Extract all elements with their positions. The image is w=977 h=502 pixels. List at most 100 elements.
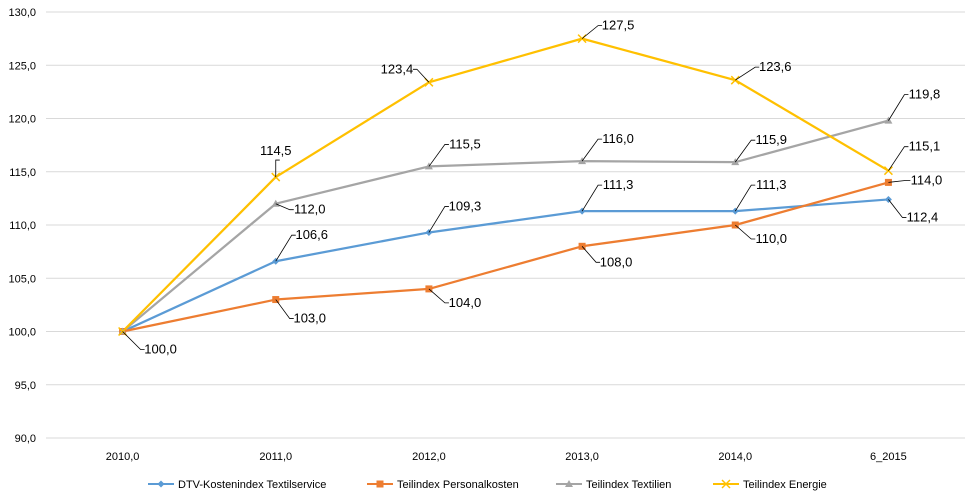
legend-label: Teilindex Textilien	[586, 479, 671, 491]
legend-item: Teilindex Personalkosten	[367, 479, 519, 491]
legend-item: DTV-Kostenindex Textilservice	[148, 479, 326, 491]
y-tick-label: 120,0	[8, 114, 36, 126]
x-tick-label: 2013,0	[565, 451, 599, 463]
data-label-text: 100,0	[144, 342, 177, 357]
data-label: 114,5	[260, 143, 292, 178]
data-label-text: 114,0	[911, 172, 943, 187]
leader-line	[275, 159, 280, 178]
leader-line	[412, 68, 430, 83]
series-lines	[121, 37, 889, 333]
leader-line	[888, 179, 911, 183]
leader-line	[888, 146, 909, 171]
data-label: 103,0	[275, 299, 326, 326]
data-label-text: 111,3	[603, 177, 634, 192]
data-label: 104,0	[428, 288, 482, 310]
data-label: 111,3	[734, 177, 787, 212]
legend-swatch-marker	[721, 479, 731, 489]
leader-line	[581, 25, 603, 39]
data-label: 112,0	[275, 202, 326, 217]
x-tick-label: 2014,0	[718, 451, 752, 463]
legend-label: Teilindex Personalkosten	[397, 479, 519, 491]
y-axis-tick-labels: 90,0 95,0 100,0 105,0 110,0 115,0 120,0 125,0 13…	[8, 7, 36, 445]
data-label: 111,3	[581, 177, 634, 212]
leader-line	[735, 66, 760, 81]
data-label-text: 114,5	[260, 143, 292, 158]
legend-label: DTV-Kostenindex Textilservice	[178, 479, 326, 491]
data-label-text: 110,0	[755, 231, 787, 246]
y-tick-label: 100,0	[8, 327, 36, 339]
leader-line	[734, 184, 756, 212]
data-label-text: 116,0	[602, 131, 634, 146]
leader-line	[428, 144, 449, 167]
data-label: 100,0	[122, 331, 177, 357]
series-line	[122, 181, 889, 333]
leader-line	[275, 203, 294, 211]
x-tick-label: 2012,0	[412, 451, 446, 463]
legend-swatch-marker	[157, 480, 165, 488]
leader-line	[581, 246, 601, 263]
series-line	[122, 198, 889, 333]
leader-line	[888, 94, 909, 121]
data-label-text: 106,6	[295, 227, 328, 242]
data-label-text: 112,0	[294, 202, 326, 217]
y-tick-label: 125,0	[8, 60, 36, 72]
x-axis-tick-labels: 2010,0 2011,0 2012,0 2013,0 2014,0 6_2015	[106, 451, 907, 463]
y-tick-label: 115,0	[9, 167, 36, 179]
data-label-text: 119,8	[909, 87, 941, 102]
leader-line	[734, 139, 756, 163]
leader-line	[581, 138, 603, 162]
leader-line	[275, 234, 296, 262]
leader-line	[428, 206, 449, 233]
leader-line	[581, 184, 603, 212]
data-label-text: 103,0	[293, 311, 326, 326]
y-tick-label: 90,0	[15, 433, 36, 445]
data-label-text: 123,4	[381, 61, 414, 76]
data-label-text: 115,5	[449, 136, 481, 151]
data-label-text: 111,3	[756, 177, 787, 192]
data-label: 123,6	[735, 59, 792, 81]
leader-line	[888, 199, 907, 218]
data-label: 119,8	[888, 87, 940, 121]
legend-item: Teilindex Energie	[713, 479, 827, 491]
data-label-text: 104,0	[449, 295, 482, 310]
data-label: 116,0	[581, 131, 634, 162]
data-label: 109,3	[428, 198, 482, 233]
y-tick-label: 110,0	[9, 220, 36, 232]
series-line	[121, 119, 889, 333]
data-label-text: 115,1	[909, 139, 941, 154]
data-label: 106,6	[275, 227, 328, 262]
leader-line	[734, 224, 756, 240]
data-label: 110,0	[734, 224, 787, 246]
leader-line	[428, 288, 449, 304]
series-line	[121, 37, 889, 333]
data-label: 108,0	[581, 246, 632, 269]
leader-line	[122, 331, 145, 350]
data-label-text: 109,3	[449, 198, 482, 213]
data-label: 115,9	[734, 132, 787, 163]
x-tick-label: 2010,0	[106, 451, 140, 463]
data-label-text: 115,9	[755, 132, 787, 147]
y-tick-label: 130,0	[8, 7, 36, 19]
data-label: 114,0	[888, 172, 942, 187]
legend-swatch-marker	[565, 480, 573, 487]
data-label: 112,4	[888, 199, 938, 224]
y-tick-label: 95,0	[15, 380, 36, 392]
data-label-text: 123,6	[759, 59, 792, 74]
legend-swatch-marker	[376, 480, 384, 488]
data-label-text: 127,5	[602, 18, 635, 33]
legend-item: Teilindex Textilien	[556, 479, 671, 491]
legend: DTV-Kostenindex Textilservice Teilindex P…	[148, 479, 827, 491]
gridlines	[46, 11, 965, 439]
data-label-text: 112,4	[907, 209, 939, 224]
y-tick-label: 105,0	[8, 273, 36, 285]
data-label: 123,4	[381, 61, 430, 83]
data-label: 127,5	[581, 18, 635, 39]
leader-line	[275, 299, 294, 319]
x-tick-label: 6_2015	[870, 451, 907, 463]
data-label: 115,5	[428, 136, 481, 167]
data-labels: 106,6 109,3 111,3 111,3 112,4 100,0 103,0 104,0…	[122, 18, 942, 357]
data-label: 115,1	[888, 139, 940, 171]
legend-label: Teilindex Energie	[743, 479, 827, 491]
